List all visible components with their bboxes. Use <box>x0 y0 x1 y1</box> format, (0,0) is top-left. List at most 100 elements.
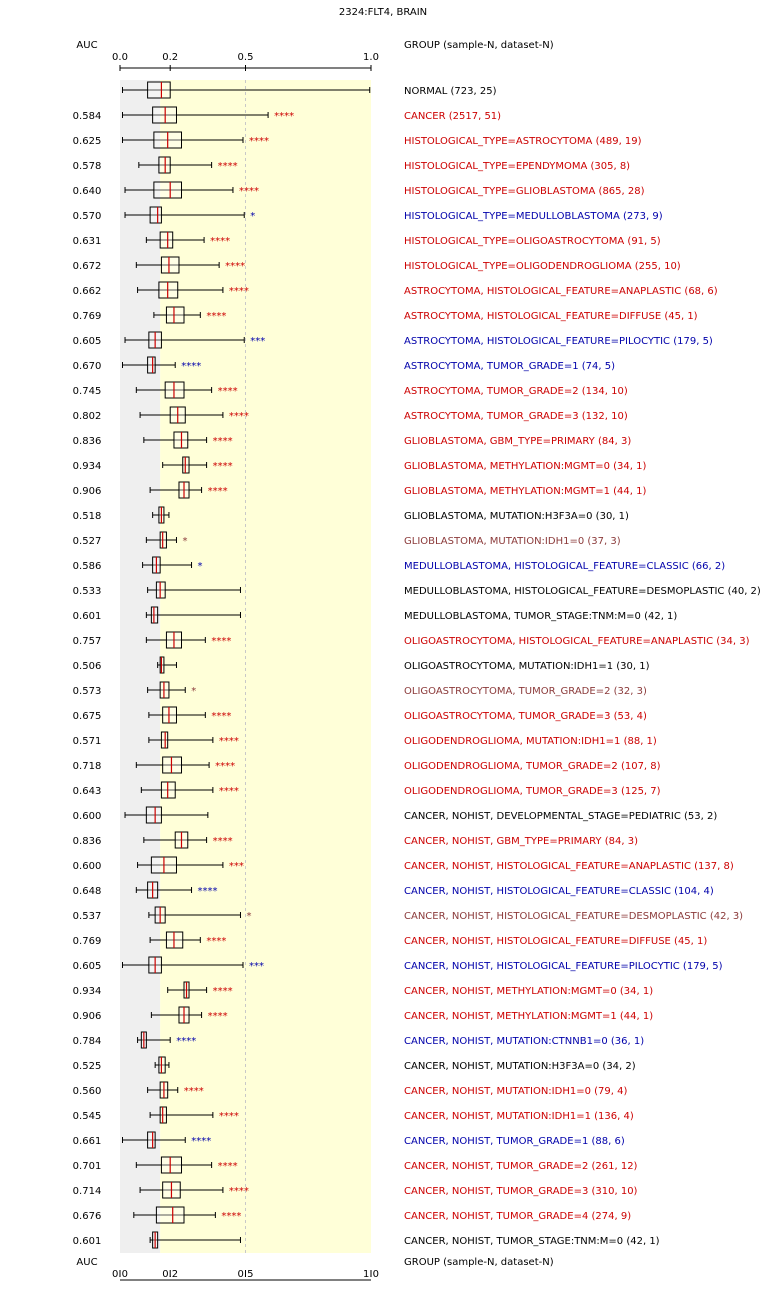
auc-value: 0.934 <box>73 461 102 472</box>
boxplot-row: **** 0.769 CANCER, NOHIST, HISTOLOGICAL_FE… <box>73 931 707 949</box>
auc-value: 0.670 <box>73 361 102 372</box>
group-label: CANCER, NOHIST, DEVELOPMENTAL_STAGE=PEDI… <box>404 811 717 822</box>
significance-stars: **** <box>215 761 235 772</box>
significance-stars: **** <box>221 1211 241 1222</box>
group-label: HISTOLOGICAL_TYPE=ASTROCYTOMA (489, 19) <box>404 136 642 147</box>
group-label: CANCER, NOHIST, MUTATION:IDH1=0 (79, 4) <box>404 1086 627 1097</box>
x-tick-label: 0.2 <box>162 52 178 63</box>
box <box>164 381 185 399</box>
auc-value: 0.625 <box>73 136 102 147</box>
boxplot-row: **** 0.631 HISTOLOGICAL_TYPE=OLIGOASTROCYT… <box>73 231 661 249</box>
boxplot-row: **** 0.934 GLIOBLASTOMA, METHYLATION:MGMT=… <box>73 456 647 474</box>
group-label: GLIOBLASTOMA, MUTATION:IDH1=0 (37, 3) <box>404 536 621 547</box>
auc-value: 0.560 <box>73 1086 102 1097</box>
boxplot-row: **** 0.676 CANCER, NOHIST, TUMOR_GRADE=4 (… <box>73 1206 631 1224</box>
boxplot-row: **** 0.545 CANCER, NOHIST, MUTATION:IDH1=1… <box>73 1106 634 1124</box>
group-label: ASTROCYTOMA, HISTOLOGICAL_FEATURE=DIFFUS… <box>404 311 698 322</box>
box <box>159 656 165 674</box>
auc-value: 0.934 <box>73 986 102 997</box>
group-label: HISTOLOGICAL_TYPE=OLIGOASTROCYTOMA (91, … <box>404 236 661 247</box>
group-label: MEDULLOBLASTOMA, TUMOR_STAGE:TNM:M=0 (42… <box>404 611 677 622</box>
group-label: OLIGODENDROGLIOMA, MUTATION:IDH1=1 (88, … <box>404 736 657 747</box>
significance-stars: *** <box>249 961 264 972</box>
significance-stars: * <box>191 686 196 697</box>
box <box>153 181 182 199</box>
boxplot-row: * 0.586 MEDULLOBLASTOMA, HISTOLOGICAL_FEAT… <box>73 556 725 574</box>
boxplot-row: **** 0.662 ASTROCYTOMA, HISTOLOGICAL_FEATU… <box>73 281 718 299</box>
boxplot-row: **** 0.757 OLIGOASTROCYTOMA, HISTOLOGICAL_… <box>73 631 750 649</box>
group-label: CANCER, NOHIST, HISTOLOGICAL_FEATURE=CLA… <box>404 886 714 897</box>
boxplot-row: * 0.527 GLIOBLASTOMA, MUTATION:IDH1=0 (37,… <box>73 531 621 549</box>
group-header-bottom: GROUP (sample-N, dataset-N) <box>404 1257 554 1268</box>
box <box>182 456 190 474</box>
significance-stars: * <box>198 561 203 572</box>
boxplot-row: * 0.537 CANCER, NOHIST, HISTOLOGICAL_FEATU… <box>73 906 743 924</box>
box <box>152 106 177 124</box>
auc-value: 0.640 <box>73 186 102 197</box>
auc-value: 0.570 <box>73 211 102 222</box>
boxplot-row: * 0.573 OLIGOASTROCYTOMA, TUMOR_GRADE=2 (3… <box>73 681 647 699</box>
boxplot-row: **** 0.718 OLIGODENDROGLIOMA, TUMOR_GRADE=… <box>73 756 661 774</box>
boxplot-row: **** 0.836 GLIOBLASTOMA, GBM_TYPE=PRIMARY … <box>73 431 631 449</box>
auc-value: 0.784 <box>73 1036 102 1047</box>
boxplot-row: 0.525 CANCER, NOHIST, MUTATION:H3F3A=0 (3… <box>73 1056 636 1074</box>
auc-value: 0.573 <box>73 686 102 697</box>
significance-stars: **** <box>176 1036 196 1047</box>
boxplot-row: *** 0.605 CANCER, NOHIST, HISTOLOGICAL_FEA… <box>73 956 723 974</box>
group-label: OLIGOASTROCYTOMA, TUMOR_GRADE=3 (53, 4) <box>404 711 647 722</box>
box <box>159 231 174 249</box>
shade-gray-region <box>120 80 161 1253</box>
boxplot-row: **** 0.672 HISTOLOGICAL_TYPE=OLIGODENDROGL… <box>73 256 681 274</box>
box <box>147 356 156 374</box>
chart-title: 2324:FLT4, BRAIN <box>339 7 427 18</box>
boxplot-rows: NORMAL (723, 25)****0.584 CANCER (2517, 5… <box>73 81 761 1249</box>
group-label: CANCER, NOHIST, TUMOR_GRADE=3 (310, 10) <box>404 1186 638 1197</box>
group-label: OLIGODENDROGLIOMA, TUMOR_GRADE=2 (107, 8… <box>404 761 661 772</box>
auc-value: 0.769 <box>73 311 102 322</box>
x-tick-label: 0.0 <box>112 52 128 63</box>
auc-value: 0.836 <box>73 836 102 847</box>
box <box>147 1131 156 1149</box>
auc-value: 0.601 <box>73 611 102 622</box>
auc-value: 0.571 <box>73 736 102 747</box>
boxplot-row: 0.601 MEDULLOBLASTOMA, TUMOR_STAGE:TNM:M=… <box>73 606 677 624</box>
auc-header-bottom: AUC <box>76 1257 97 1268</box>
auc-value: 0.506 <box>73 661 102 672</box>
auc-value: 0.537 <box>73 911 102 922</box>
auc-value: 0.643 <box>73 786 102 797</box>
auc-value: 0.701 <box>73 1161 102 1172</box>
significance-stars: *** <box>250 336 265 347</box>
box <box>159 1106 167 1124</box>
significance-stars: **** <box>229 286 249 297</box>
boxplot-row: **** 0.670 ASTROCYTOMA, TUMOR_GRADE=1 (74,… <box>73 356 615 374</box>
significance-stars: **** <box>229 1186 249 1197</box>
boxplot-row: **** 0.836 CANCER, NOHIST, GBM_TYPE=PRIMAR… <box>73 831 638 849</box>
boxplot-row: **** 0.714 CANCER, NOHIST, TUMOR_GRADE=3 (… <box>73 1181 638 1199</box>
group-label: MEDULLOBLASTOMA, HISTOLOGICAL_FEATURE=DE… <box>404 586 761 597</box>
group-label: CANCER, NOHIST, MUTATION:IDH1=1 (136, 4) <box>404 1111 634 1122</box>
significance-stars: **** <box>213 436 233 447</box>
auc-value: 0.600 <box>73 861 102 872</box>
group-label: ASTROCYTOMA, HISTOLOGICAL_FEATURE=ANAPLA… <box>404 286 718 297</box>
auc-value: 0.757 <box>73 636 102 647</box>
significance-stars: **** <box>225 261 245 272</box>
group-label: CANCER, NOHIST, HISTOLOGICAL_FEATURE=DES… <box>404 911 743 922</box>
x-tick-label: 0.5 <box>238 52 254 63</box>
group-label: HISTOLOGICAL_TYPE=MEDULLOBLASTOMA (273, … <box>404 211 663 222</box>
group-label: NORMAL (723, 25) <box>404 86 497 97</box>
box <box>160 1156 182 1174</box>
significance-stars: *** <box>229 861 244 872</box>
boxplot-row: *** 0.605 ASTROCYTOMA, HISTOLOGICAL_FEATUR… <box>73 331 713 349</box>
auc-value: 0.662 <box>73 286 102 297</box>
significance-stars: **** <box>249 136 269 147</box>
group-label: CANCER, NOHIST, MUTATION:CTNNB1=0 (36, 1… <box>404 1036 644 1047</box>
auc-value: 0.675 <box>73 711 102 722</box>
group-label: CANCER, NOHIST, TUMOR_GRADE=4 (274, 9) <box>404 1211 631 1222</box>
box <box>159 681 170 699</box>
boxplot-row: **** 0.661 CANCER, NOHIST, TUMOR_GRADE=1 (… <box>73 1131 625 1149</box>
boxplot-row: **** 0.906 CANCER, NOHIST, METHYLATION:MGM… <box>73 1006 653 1024</box>
significance-stars: **** <box>206 311 226 322</box>
significance-stars: * <box>250 211 255 222</box>
significance-stars: **** <box>219 736 239 747</box>
